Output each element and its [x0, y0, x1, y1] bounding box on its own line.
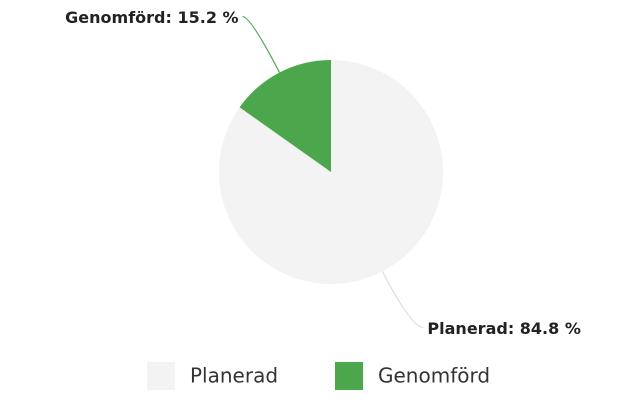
data-label: Genomförd: 15.2 %	[65, 8, 238, 27]
leader-line	[242, 15, 281, 73]
legend-swatch	[335, 362, 363, 390]
legend-swatch	[147, 362, 175, 390]
pie-slice	[239, 60, 331, 172]
legend-label: Planerad	[190, 364, 278, 388]
data-label: Planerad: 84.8 %	[427, 319, 580, 338]
leader-line	[381, 271, 424, 329]
pie-slice	[219, 60, 444, 285]
legend-label: Genomförd	[378, 364, 490, 388]
